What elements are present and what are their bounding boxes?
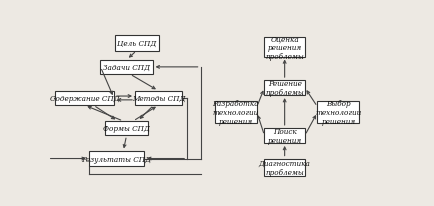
Text: Поиск
решения: Поиск решения [268, 127, 302, 144]
Text: Методы СПД: Методы СПД [132, 95, 185, 102]
FancyBboxPatch shape [264, 128, 305, 143]
Text: Задачи СПД: Задачи СПД [103, 64, 150, 71]
FancyBboxPatch shape [317, 102, 359, 124]
FancyBboxPatch shape [115, 36, 158, 51]
Text: Оценка
решения
проблемы: Оценка решения проблемы [265, 35, 304, 61]
FancyBboxPatch shape [135, 91, 182, 106]
FancyBboxPatch shape [264, 81, 305, 96]
Text: Решение
проблемы: Решение проблемы [265, 80, 304, 97]
Text: Результаты СПД: Результаты СПД [82, 155, 151, 163]
Text: Разработка
технологии
решения: Разработка технологии решения [213, 100, 259, 126]
Text: Цель СПД: Цель СПД [117, 40, 156, 48]
FancyBboxPatch shape [215, 102, 257, 124]
FancyBboxPatch shape [264, 38, 305, 57]
FancyBboxPatch shape [264, 159, 305, 176]
FancyBboxPatch shape [89, 152, 144, 166]
FancyBboxPatch shape [101, 60, 153, 75]
FancyBboxPatch shape [55, 91, 114, 106]
Text: Формы СПД: Формы СПД [103, 125, 150, 133]
Text: Диагностика
проблемы: Диагностика проблемы [259, 159, 311, 176]
FancyBboxPatch shape [105, 122, 148, 136]
Text: Содержание СПД: Содержание СПД [50, 95, 119, 102]
Text: Выбор
технологии
решения: Выбор технологии решения [316, 100, 362, 126]
